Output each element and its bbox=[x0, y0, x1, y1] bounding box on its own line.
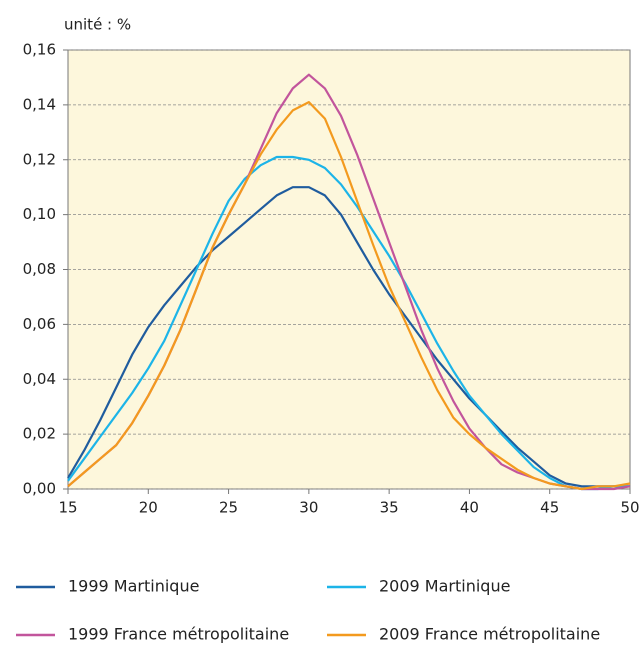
y-tick-label: 0,02 bbox=[23, 425, 56, 443]
y-tick-label: 0,00 bbox=[23, 480, 56, 498]
x-tick-label: 50 bbox=[620, 499, 639, 517]
x-tick-label: 40 bbox=[460, 499, 479, 517]
x-tick-label: 35 bbox=[380, 499, 399, 517]
y-tick-label: 0,14 bbox=[23, 95, 56, 113]
legend-label: 2009 France métropolitaine bbox=[379, 625, 600, 644]
y-tick-label: 0,06 bbox=[23, 315, 56, 333]
unit-label: unité : % bbox=[64, 16, 131, 34]
legend-label: 2009 Martinique bbox=[379, 577, 510, 596]
y-tick-label: 0,10 bbox=[23, 205, 56, 223]
y-tick-label: 0,12 bbox=[23, 150, 56, 168]
series-line bbox=[67, 155, 630, 491]
legend: 1999 Martinique 2009 Martinique 1999 Franc… bbox=[16, 577, 600, 644]
series-line bbox=[67, 101, 631, 491]
y-tick-label: 0,04 bbox=[23, 370, 56, 388]
x-tick-label: 30 bbox=[299, 499, 318, 517]
x-tick-label: 45 bbox=[540, 499, 559, 517]
legend-label: 1999 France métropolitaine bbox=[68, 625, 289, 644]
y-tick-label: 0,08 bbox=[23, 260, 56, 278]
x-tick-label: 15 bbox=[58, 499, 77, 517]
series-line bbox=[67, 186, 630, 488]
x-tick-label: 25 bbox=[219, 499, 238, 517]
x-tick-label: 20 bbox=[139, 499, 158, 517]
legend-label: 1999 Martinique bbox=[68, 577, 199, 596]
y-tick-label: 0,16 bbox=[23, 41, 56, 59]
